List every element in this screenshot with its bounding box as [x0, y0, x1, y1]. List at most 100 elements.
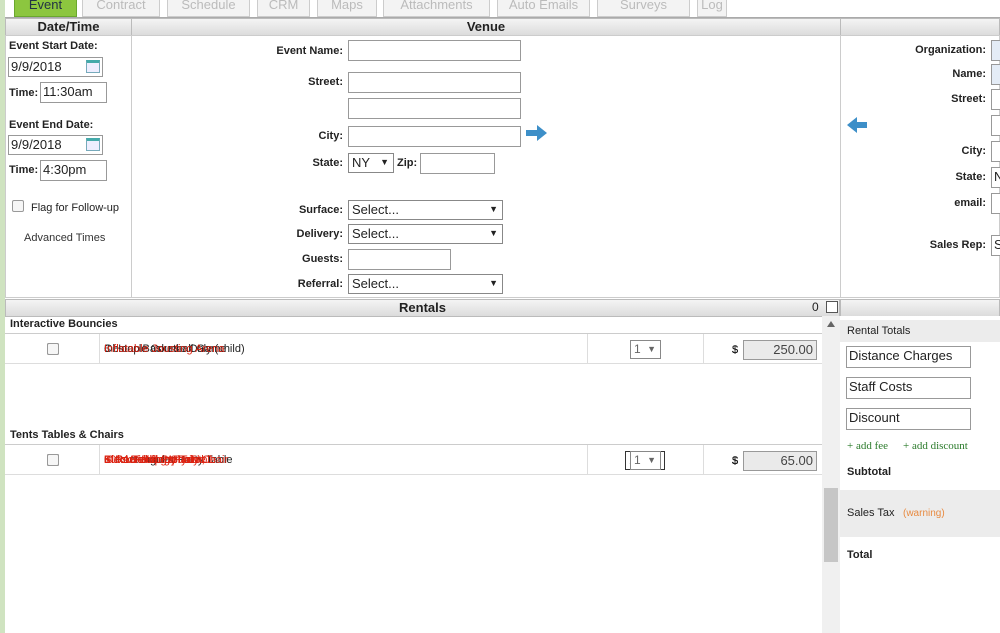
text-input[interactable]: [991, 193, 1000, 214]
cell-divider: [587, 445, 588, 475]
arrow-left[interactable]: [846, 117, 868, 133]
label: Flag for Follow-up: [31, 202, 120, 214]
text-input[interactable]: [991, 141, 1000, 162]
group-name: Interactive Bouncies: [10, 318, 118, 330]
text-input[interactable]: [348, 98, 521, 119]
tab[interactable]: Maps: [317, 0, 377, 17]
text-input[interactable]: S: [991, 235, 1000, 256]
label: City:: [318, 130, 343, 142]
label: Referral:: [297, 278, 343, 290]
text-input[interactable]: [348, 72, 521, 93]
header: Date/Time: [5, 18, 132, 36]
text-input[interactable]: [348, 126, 521, 147]
label: Sales Tax: [847, 507, 895, 519]
item-name: 3 Hoop Basketball Game: [104, 343, 227, 355]
currency: $: [732, 344, 739, 356]
tab[interactable]: Event: [14, 0, 77, 17]
text-input[interactable]: [991, 89, 1000, 110]
warning[interactable]: (warning): [903, 508, 945, 519]
label: Street:: [308, 76, 343, 88]
arrow-right[interactable]: [526, 125, 548, 141]
item-name: 5' Round Party Table: [104, 454, 206, 466]
tab[interactable]: Log: [697, 0, 727, 17]
label: Total: [847, 549, 873, 561]
time-input[interactable]: 11:30am: [40, 82, 107, 103]
item-name: Kid's Sized Party Table: [104, 454, 216, 466]
checkbox[interactable]: [47, 454, 59, 466]
group-header: [5, 625, 822, 633]
select[interactable]: Select...: [348, 200, 503, 220]
text-input[interactable]: [991, 115, 1000, 136]
item-name: Obstacle Course Only (child): [104, 343, 245, 355]
fee-input[interactable]: Staff Costs: [846, 377, 971, 399]
calendar-icon: [86, 60, 100, 73]
row: [5, 445, 822, 475]
currency: $: [732, 455, 739, 467]
select[interactable]: Select...: [348, 274, 503, 294]
label: Delivery:: [296, 228, 343, 240]
label: Subtotal: [847, 466, 891, 478]
time-input[interactable]: 4:30pm: [40, 160, 107, 181]
text-input[interactable]: [348, 249, 451, 270]
tab[interactable]: Surveys: [597, 0, 690, 17]
select[interactable]: NY: [348, 153, 394, 173]
label: Name:: [952, 68, 986, 80]
select[interactable]: Select...: [348, 224, 503, 244]
tax-band: [840, 490, 1000, 537]
label: Surface:: [298, 204, 343, 216]
currency: $: [732, 344, 739, 356]
qty-select[interactable]: 1: [630, 451, 661, 470]
text-input[interactable]: [420, 153, 495, 174]
side-strip: [0, 0, 5, 633]
fee-input[interactable]: Distance Charges: [846, 346, 971, 368]
currency: $: [732, 455, 739, 467]
tab[interactable]: Schedule: [167, 0, 250, 17]
item-name: 6' Rectangular Party Table: [104, 454, 233, 466]
label: Sales Rep:: [929, 239, 986, 251]
header: [840, 299, 1000, 317]
label: Zip:: [397, 157, 418, 169]
price: 250.00: [743, 340, 817, 360]
cell-divider: [703, 445, 704, 475]
date-input[interactable]: 9/9/2018: [8, 57, 103, 77]
item-name: 10'x10' Pop Up Tent, 1: [104, 454, 214, 466]
tab[interactable]: Auto Emails: [497, 0, 590, 17]
row: [5, 334, 822, 364]
tab[interactable]: Attachments: [383, 0, 490, 17]
label: State:: [312, 157, 343, 169]
checkbox[interactable]: [47, 343, 59, 355]
label: Time:: [9, 87, 39, 99]
currency: $: [732, 455, 739, 467]
label: Event Start Date:: [9, 40, 98, 52]
label: Event End Date:: [9, 119, 94, 131]
group-name: Tents Tables & Chairs: [10, 429, 124, 441]
calendar-icon: [86, 138, 100, 151]
scroll-thumb[interactable]: [824, 488, 838, 562]
date-input[interactable]: 9/9/2018: [8, 135, 103, 155]
label: City:: [961, 145, 986, 157]
fee-input[interactable]: Discount: [846, 408, 971, 430]
tab[interactable]: Contract: [82, 0, 160, 17]
label: Guests:: [302, 253, 343, 265]
link[interactable]: Advanced Times: [24, 232, 106, 244]
item-name: Kid's Folding Chair: [104, 454, 196, 466]
checkbox[interactable]: [12, 200, 24, 212]
header: Venue: [131, 18, 841, 36]
tab[interactable]: CRM: [257, 0, 310, 17]
cell-divider: [587, 334, 588, 364]
totals-panel: [840, 316, 1000, 633]
link[interactable]: + add discount: [903, 440, 968, 452]
text-input[interactable]: [348, 40, 521, 61]
link[interactable]: + add fee: [847, 440, 889, 452]
qty-select[interactable]: 1: [630, 340, 661, 359]
text-input[interactable]: [991, 40, 1000, 61]
text-input[interactable]: [991, 64, 1000, 85]
cell-divider: [99, 334, 100, 364]
text-input[interactable]: N: [991, 167, 1000, 188]
label: email:: [954, 197, 986, 209]
header: [840, 18, 1000, 36]
item-name: Inflatable Jousting Arena: [104, 343, 225, 355]
icon: [826, 301, 838, 313]
group-header: [5, 316, 822, 334]
